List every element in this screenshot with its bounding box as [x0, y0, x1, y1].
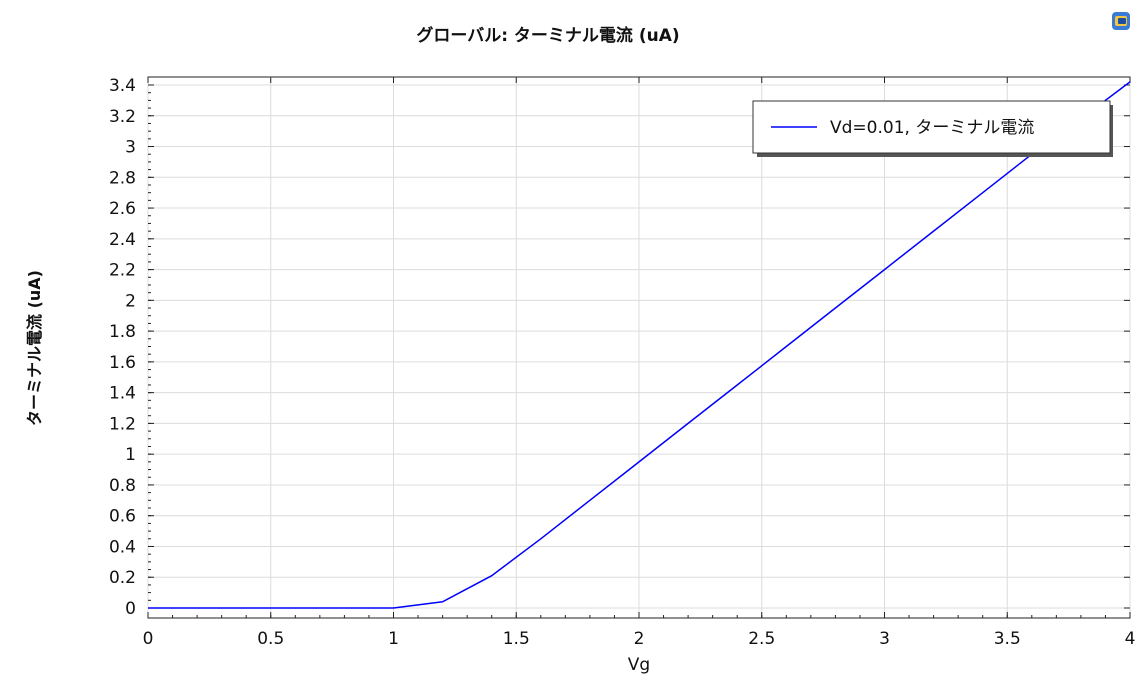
x-tick-label: 4	[1125, 629, 1135, 649]
legend-label: Vd=0.01, ターミナル電流	[830, 118, 1034, 138]
y-tick-label: 2	[125, 291, 136, 311]
y-tick-label: 3	[125, 138, 136, 158]
y-tick-label: 2.2	[109, 261, 136, 281]
y-tick-label: 1.6	[109, 353, 136, 373]
grid-layer	[147, 77, 1131, 618]
chart-title: グローバル: ターミナル電流 (uA)	[416, 25, 679, 46]
x-tick-label: 2	[634, 629, 645, 649]
y-tick-label: 0.8	[109, 476, 136, 496]
x-tick-label: 3.5	[994, 629, 1021, 649]
x-tick-label: 0	[143, 629, 154, 649]
plot-window-icon[interactable]	[1112, 12, 1130, 30]
series-layer	[148, 81, 1131, 609]
y-tick-label: 1.8	[109, 322, 136, 342]
y-tick-label: 3.2	[109, 107, 136, 127]
y-tick-label: 2.8	[109, 168, 136, 188]
x-tick-label: 1	[388, 629, 399, 649]
y-tick-label: 1.4	[109, 384, 136, 404]
y-axis-label: ターミナル電流 (uA)	[25, 270, 44, 426]
y-tick-label: 3.4	[109, 76, 136, 96]
legend: Vd=0.01, ターミナル電流	[752, 100, 1113, 157]
y-tick-label: 0.2	[109, 568, 136, 588]
y-tick-label: 2.6	[109, 199, 136, 219]
x-tick-label: 0.5	[257, 629, 284, 649]
y-tick-label: 0.4	[109, 537, 136, 557]
y-tick-label: 0	[125, 599, 136, 619]
series-line	[148, 81, 1131, 609]
x-tick-label: 1.5	[503, 629, 530, 649]
y-tick-label: 1.2	[109, 414, 136, 434]
x-axis-label: Vg	[628, 655, 650, 675]
y-tick-label: 0.6	[109, 507, 136, 527]
x-tick-label: 3	[879, 629, 890, 649]
y-tick-label: 1	[125, 445, 136, 465]
x-tick-label: 2.5	[748, 629, 775, 649]
y-tick-label: 2.4	[109, 230, 136, 250]
tick-layer: 0 0.5 1 1.5 2 2.5 3 3.5 4 0 0.2 0.4 0.6 0.8 1 1.2 1.4 1.6…	[109, 76, 1135, 649]
